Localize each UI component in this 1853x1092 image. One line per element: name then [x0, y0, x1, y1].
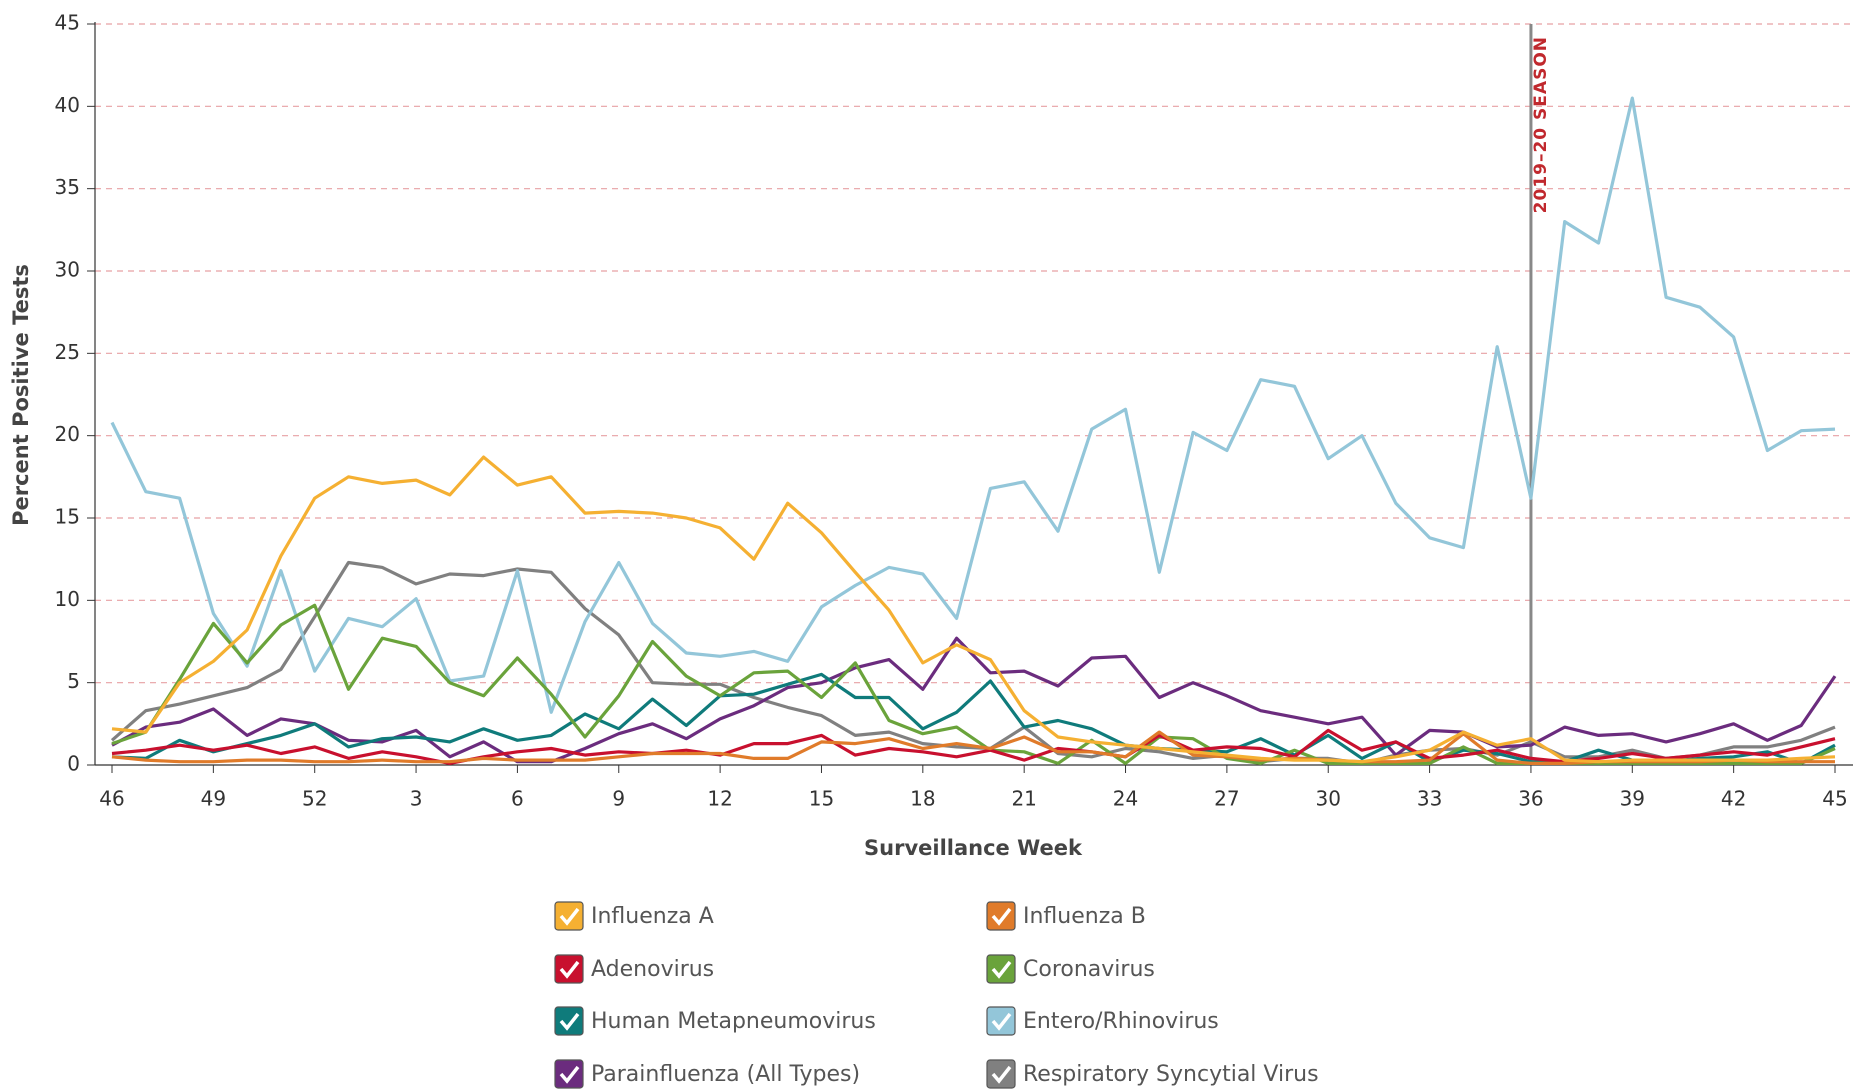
x-tick-label: 6	[511, 787, 524, 811]
series-line	[111, 672, 1836, 765]
check-mark	[559, 1012, 580, 1031]
series-line	[111, 636, 1837, 764]
legend-checkbox[interactable]	[554, 901, 584, 931]
y-tick-label: 30	[55, 258, 80, 282]
legend-label: Adenovirus	[591, 957, 714, 982]
x-tick-label: 42	[1721, 787, 1746, 811]
series-line	[111, 730, 1835, 765]
legend-item[interactable]: Entero/Rhinovirus	[986, 1006, 1219, 1036]
legend-checkbox[interactable]	[554, 954, 584, 984]
legend-item[interactable]: Human Metapneumovirus	[554, 1006, 876, 1036]
series-line	[111, 728, 1836, 765]
legend-label: Coronavirus	[1023, 957, 1155, 982]
legend-checkbox[interactable]	[554, 1006, 584, 1036]
legend-item[interactable]: Influenza B	[986, 901, 1146, 931]
x-tick-label: 24	[1113, 787, 1138, 811]
x-tick-label: 9	[612, 787, 625, 811]
legend-item[interactable]: Adenovirus	[554, 954, 714, 984]
legend-label: Influenza B	[1023, 904, 1146, 929]
annotation: 2019–20 SEASON	[1531, 36, 1551, 213]
y-tick-label: 5	[67, 669, 80, 693]
y-tick-label: 10	[55, 587, 80, 611]
x-tick-label: 30	[1316, 787, 1341, 811]
y-tick-label: 40	[55, 93, 80, 117]
x-tick-label: 12	[707, 787, 732, 811]
series-line	[111, 455, 1836, 764]
check-mark	[991, 1065, 1012, 1084]
check-mark	[991, 1012, 1012, 1031]
y-tick-label: 0	[67, 752, 80, 776]
x-tick-label: 36	[1518, 787, 1543, 811]
x-tick-label: 15	[809, 787, 834, 811]
check-mark	[559, 960, 580, 979]
y-tick-label: 35	[55, 175, 80, 199]
x-tick-label: 27	[1214, 787, 1239, 811]
y-tick-label: 15	[55, 505, 80, 529]
x-tick-label: 21	[1011, 787, 1036, 811]
check-mark	[559, 1065, 580, 1084]
x-axis-title: Surveillance Week	[864, 836, 1083, 860]
legend-item[interactable]: Influenza A	[554, 901, 714, 931]
series-line	[111, 603, 1836, 765]
legend-label: Respiratory Syncytial Virus	[1023, 1062, 1319, 1087]
x-tick-label: 33	[1417, 787, 1442, 811]
y-tick-label: 45	[55, 11, 80, 35]
x-tick-label: 18	[910, 787, 935, 811]
y-tick-label: 20	[55, 422, 80, 446]
legend-checkbox[interactable]	[986, 1059, 1016, 1089]
legend-label: Influenza A	[591, 904, 714, 929]
legend-label: Entero/Rhinovirus	[1023, 1009, 1219, 1034]
check-mark	[991, 960, 1012, 979]
legend-checkbox[interactable]	[554, 1059, 584, 1089]
series-line	[110, 560, 1836, 765]
legend-checkbox[interactable]	[986, 1006, 1016, 1036]
legend-label: Human Metapneumovirus	[591, 1009, 876, 1034]
check-mark	[991, 907, 1012, 926]
x-tick-label: 52	[302, 787, 327, 811]
x-tick-label: 46	[99, 787, 124, 811]
y-tick-label: 25	[55, 340, 80, 364]
legend-item[interactable]: Respiratory Syncytial Virus	[986, 1059, 1319, 1089]
x-tick-label: 39	[1620, 787, 1645, 811]
x-tick-label: 49	[201, 787, 226, 811]
x-tick-label: 3	[410, 787, 423, 811]
y-axis-title: Percent Positive Tests	[9, 264, 33, 526]
x-tick-label: 45	[1822, 787, 1847, 811]
legend-item[interactable]: Parainfluenza (All Types)	[554, 1059, 860, 1089]
legend-checkbox[interactable]	[986, 901, 1016, 931]
legend-checkbox[interactable]	[986, 954, 1016, 984]
legend-label: Parainfluenza (All Types)	[591, 1062, 860, 1087]
series-line	[110, 96, 1836, 714]
check-mark	[559, 907, 580, 926]
legend-item[interactable]: Coronavirus	[986, 954, 1155, 984]
